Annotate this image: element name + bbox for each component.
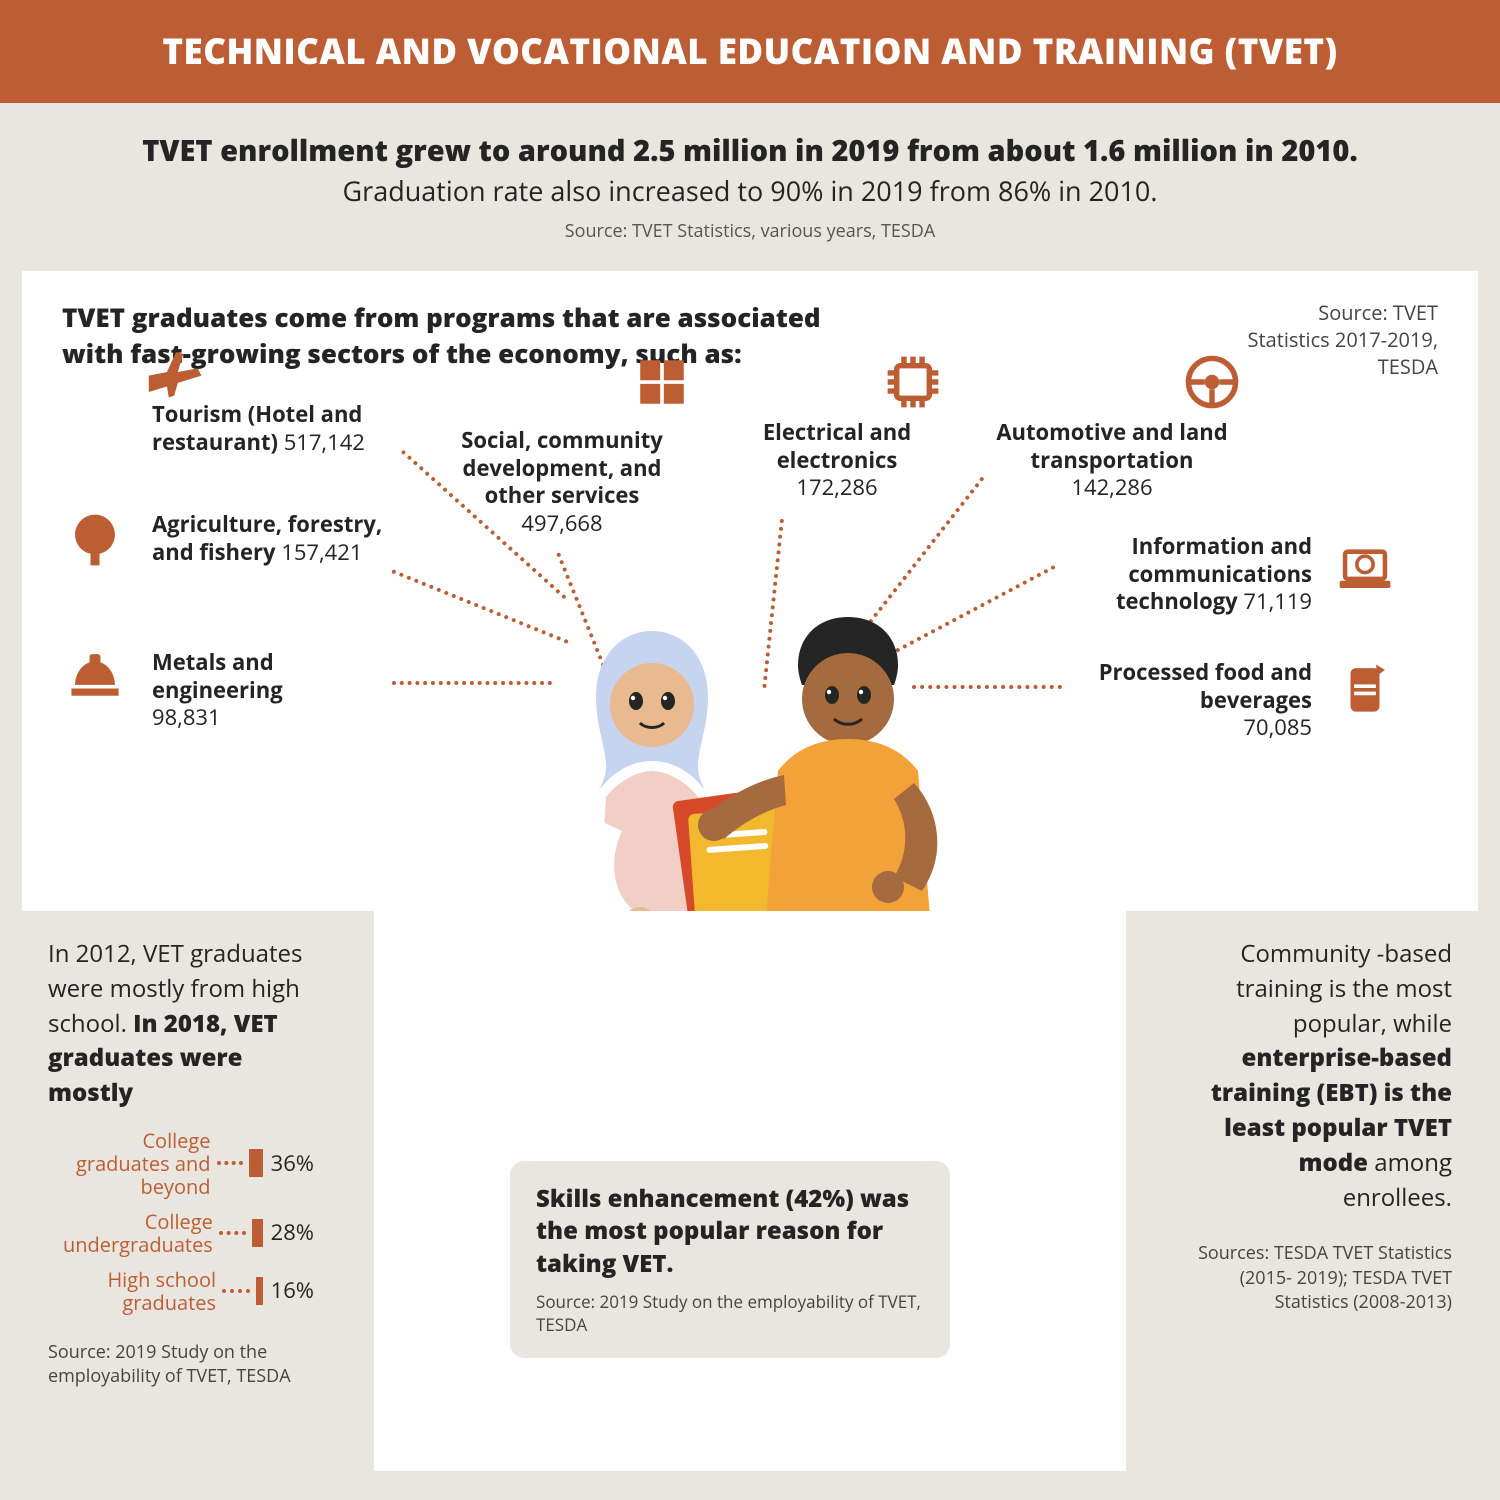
steering-wheel-icon [1183,353,1241,411]
bar-label: College graduates and beyond [48,1129,211,1198]
sector-tourism: Tourism (Hotel and restaurant) 517,142 [152,401,402,456]
can-icon [1336,659,1394,717]
hands-icon [633,353,691,411]
subheader-line2: Graduation rate also increased to 90% in… [60,172,1440,209]
callout-box: Skills enhancement (42%) was the most po… [510,1161,950,1358]
subheader-line1: TVET enrollment grew to around 2.5 milli… [60,131,1440,170]
page-title: TECHNICAL AND VOCATIONAL EDUCATION AND T… [162,28,1337,75]
sector-food: Processed food and beverages 70,085 [1022,659,1312,742]
sector-label: Electrical and electronics [763,417,911,475]
sector-label: Social, community development, and other… [461,425,663,510]
sector-metals: Metals and engineering 98,831 [152,649,392,732]
sector-label: Metals and engineering [152,647,283,705]
right-source: Sources: TESDA TVET Statistics (2015- 20… [1186,1241,1452,1314]
bars-group: College graduates and beyond 36% College… [48,1129,314,1314]
sector-ict: Information and communications technolog… [1022,533,1312,616]
callout-bold: Skills enhancement (42%) was the most po… [536,1183,924,1280]
sector-value: 98,831 [152,702,221,732]
hardhat-icon [66,645,124,703]
bar-label: College undergraduates [48,1210,213,1256]
connector [392,681,552,685]
right-card: Community -based training is the most po… [1126,911,1478,1451]
right-card-text: Community -based training is the most po… [1186,937,1452,1215]
sector-value: 172,286 [796,472,877,502]
sectors-source: Source: TVET Statistics 2017-2019, TESDA [1238,299,1438,380]
tree-icon [66,511,124,569]
sector-label: Automotive and land transportation [996,417,1227,475]
sector-value: 157,421 [281,537,362,567]
sector-value: 70,085 [1243,712,1312,742]
bar-dots [217,1161,244,1165]
bar-fill [256,1277,263,1305]
laptop-globe-icon [1336,539,1394,597]
lower-section: In 2012, VET graduates were mostly from … [22,911,1478,1471]
bar-label: High school graduates [48,1268,216,1314]
bar-row: College undergraduates 28% [48,1210,314,1256]
subheader-source: Source: TVET Statistics, various years, … [60,219,1440,243]
bar-pct: 16% [271,1275,314,1307]
bar-row: College graduates and beyond 36% [48,1129,314,1198]
chip-icon [884,353,942,411]
sector-label: Processed food and beverages [1099,657,1312,715]
sector-agriculture: Agriculture, forestry, and fishery 157,4… [152,511,392,566]
sectors-panel: TVET graduates come from programs that a… [22,271,1478,911]
sector-value: 142,286 [1071,472,1152,502]
bar-row: High school graduates 16% [48,1268,314,1314]
header-bar: TECHNICAL AND VOCATIONAL EDUCATION AND T… [0,0,1500,103]
left-card-text: In 2012, VET graduates were mostly from … [48,937,314,1111]
bar-pct: 36% [271,1148,314,1180]
sector-electrical: Electrical and electronics 172,286 [732,419,942,502]
sector-value: 71,119 [1243,586,1312,616]
sector-automotive: Automotive and land transportation 142,2… [982,419,1242,502]
bar-fill [249,1149,262,1177]
bar-pct: 28% [271,1217,314,1249]
airplane-icon [147,343,205,401]
callout-source: Source: 2019 Study on the employability … [536,1290,924,1336]
sector-social: Social, community development, and other… [432,419,692,537]
sector-value: 517,142 [284,427,365,457]
bar-dots [222,1289,250,1293]
bar-dots [219,1231,246,1235]
bar-fill [252,1219,263,1247]
left-source: Source: 2019 Study on the employability … [48,1340,314,1389]
subheader: TVET enrollment grew to around 2.5 milli… [0,103,1500,253]
sector-value: 497,668 [521,508,602,538]
right-plain1: Community -based training is the most po… [1236,937,1452,1040]
left-card: In 2012, VET graduates were mostly from … [22,911,374,1451]
